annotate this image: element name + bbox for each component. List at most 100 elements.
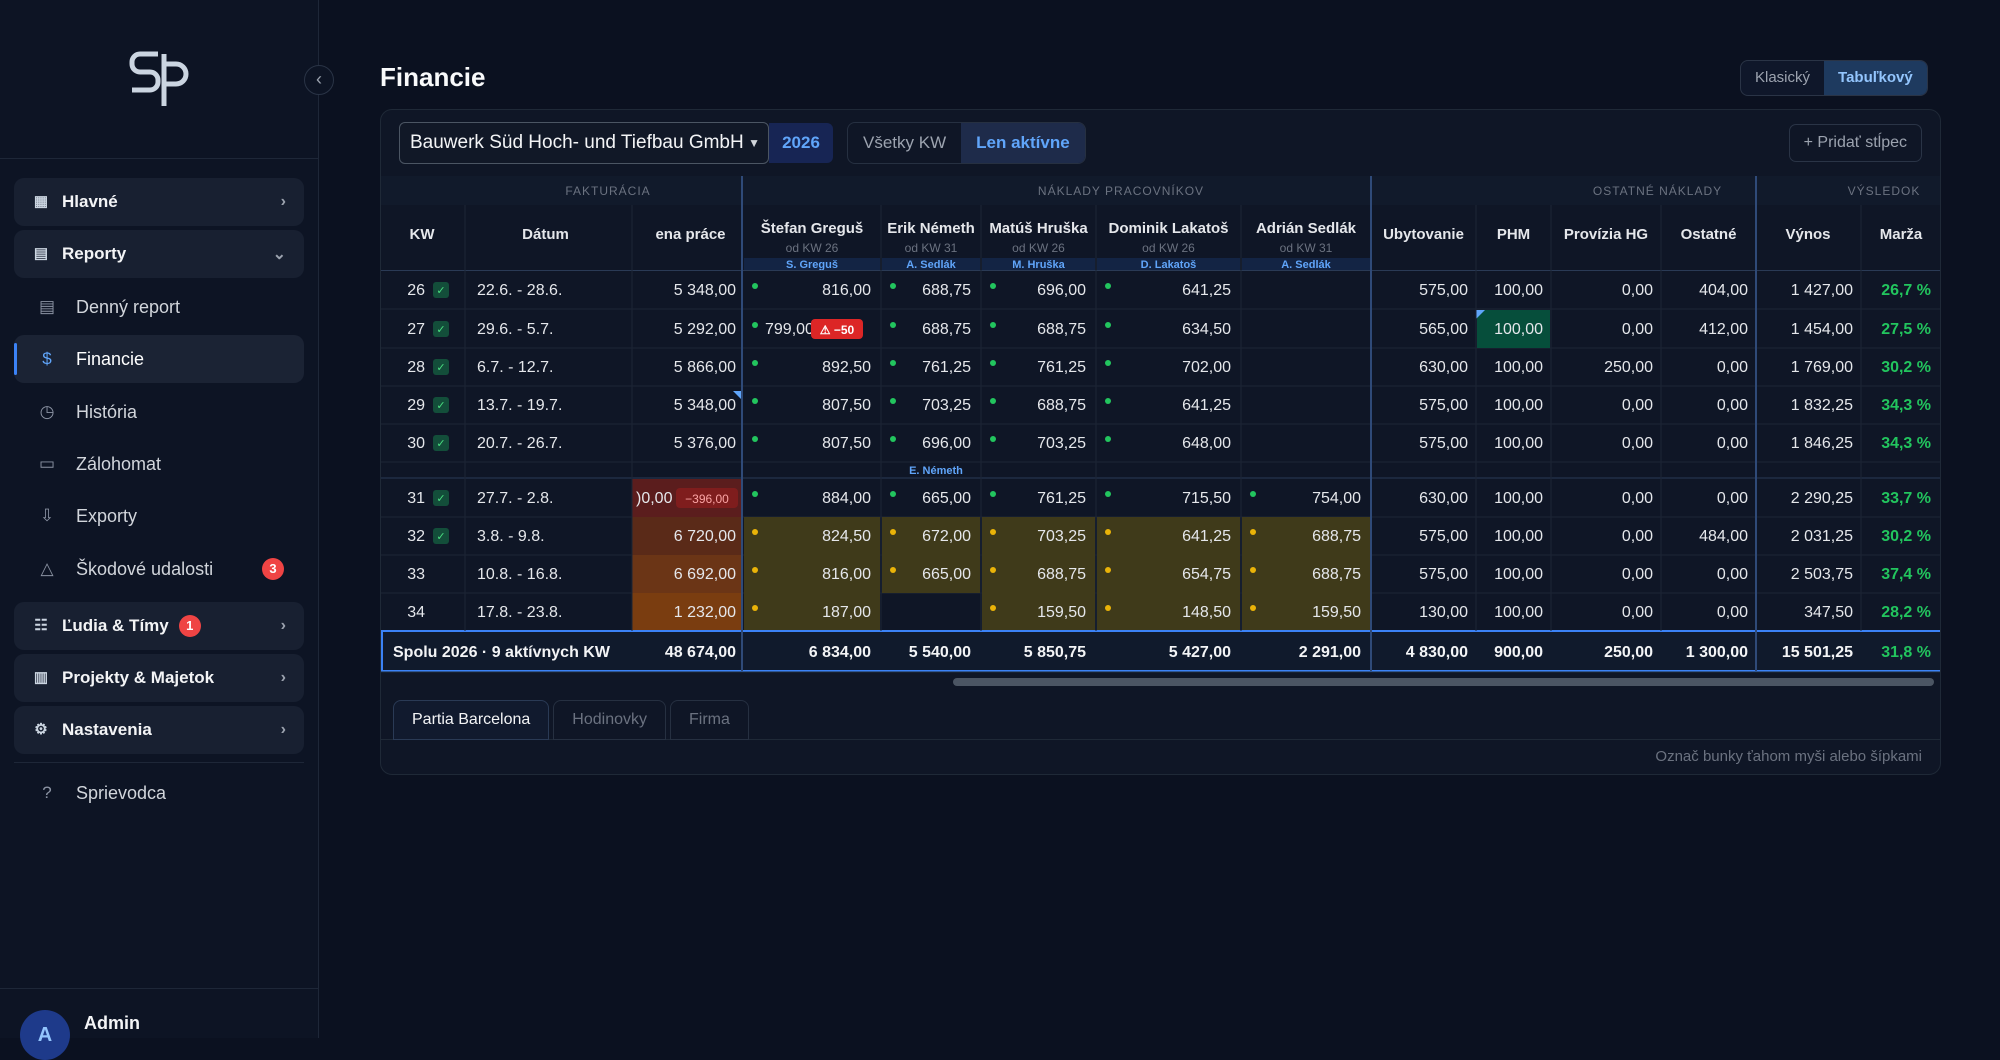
status-dot	[1105, 322, 1111, 328]
worker-value: 696,00	[922, 435, 971, 452]
group-header-row	[381, 176, 1940, 205]
worker-value: 715,50	[1182, 490, 1231, 507]
status-dot	[752, 529, 758, 535]
ost-value: 0,00	[1717, 566, 1748, 583]
help-icon: ?	[42, 783, 52, 802]
cena-value: )0,00	[636, 490, 673, 507]
worker-cell-bg	[744, 593, 880, 631]
total-worker: 6 834,00	[809, 644, 871, 661]
sidebar-item-zalohomat[interactable]: ▭ Zálohomat	[14, 440, 304, 488]
prov-value: 0,00	[1622, 321, 1653, 338]
worker-value: 892,50	[822, 359, 871, 376]
segment-divider-row	[381, 461, 1940, 478]
phm-value: 100,00	[1494, 528, 1543, 545]
marza-value: 37,4 %	[1881, 566, 1931, 583]
status-dot	[752, 283, 758, 289]
vynos-value: 2 503,75	[1791, 566, 1853, 583]
sidebar-item-exporty[interactable]: ⇩ Exporty	[14, 492, 304, 540]
sidebar-group-nastavenia[interactable]: ⚙ Nastavenia ›	[14, 706, 304, 754]
column-header: Ostatné	[1681, 226, 1737, 243]
warn-value: ⚠ −50	[820, 323, 855, 337]
worker-tag: D. Lakatoš	[1141, 259, 1197, 271]
worker-tag-bg	[1097, 258, 1240, 270]
worker-tag-bg	[1242, 258, 1370, 270]
date-range: 20.7. - 26.7.	[477, 435, 562, 452]
avatar[interactable]: A	[20, 1010, 70, 1060]
sidebar-item-financie[interactable]: $ Financie	[14, 335, 304, 383]
worker-value: 799,00	[765, 321, 814, 338]
phm-value: 100,00	[1494, 435, 1543, 452]
status-dot	[990, 605, 996, 611]
company-select[interactable]: Bauwerk Süd Hoch- und Tiefbau GmbH ▼	[399, 122, 769, 164]
delta-value: −396,00	[685, 492, 729, 506]
tab-partia-barcelona[interactable]: Partia Barcelona	[393, 700, 550, 740]
mode-classic-button[interactable]: Klasický	[1755, 69, 1811, 86]
warning-icon: △	[40, 559, 54, 578]
ubyt-value: 575,00	[1419, 528, 1468, 545]
worker-value: 641,25	[1182, 528, 1231, 545]
worker-name: Dominik Lakatoš	[1108, 220, 1228, 237]
total-ost: 1 300,00	[1686, 644, 1748, 661]
finance-grid[interactable]: FAKTURÁCIA NÁKLADY PRACOVNÍKOV OSTATNÉ NÁK…	[381, 176, 1941, 686]
worker-value: 641,25	[1182, 397, 1231, 414]
kw-all-button[interactable]: Všetky KW	[863, 133, 947, 152]
tab-firma[interactable]: Firma	[670, 700, 749, 740]
chevron-left-icon[interactable]: ‹	[304, 65, 334, 95]
sidebar-group-projekty[interactable]: ▥ Projekty & Majetok ›	[14, 654, 304, 702]
phm-value: 100,00	[1494, 604, 1543, 621]
vynos-value: 1 846,25	[1791, 435, 1853, 452]
worker-value: 761,25	[1037, 490, 1086, 507]
sidebar-item-sprievodca[interactable]: ? Sprievodca	[14, 769, 304, 817]
sidebar-item-skodove-udalosti[interactable]: △ Škodové udalosti 3	[14, 545, 304, 593]
mode-table-button[interactable]: Tabuľkový	[1824, 61, 1927, 95]
ost-value: 484,00	[1699, 528, 1748, 545]
check-badge	[433, 359, 449, 375]
status-dot	[890, 283, 896, 289]
chevron-right-icon: ›	[280, 617, 286, 634]
add-column-button[interactable]: + Pridať stĺpec	[1788, 124, 1922, 162]
worker-tag: A. Sedlák	[906, 259, 956, 271]
worker-value: 761,25	[922, 359, 971, 376]
check-badge	[433, 528, 449, 544]
check-icon: ✓	[436, 324, 445, 336]
sidebar-item-historia[interactable]: ◷ História	[14, 388, 304, 436]
segment-tag: E. Németh	[909, 465, 963, 477]
column-header: Marža	[1880, 226, 1923, 243]
worker-name: Matúš Hruška	[989, 220, 1088, 237]
column-header: Provízia HG	[1564, 226, 1648, 243]
horizontal-scrollbar[interactable]	[953, 678, 1934, 686]
worker-since: od KW 31	[1280, 241, 1333, 255]
column-group-label: FAKTURÁCIA	[565, 183, 650, 198]
date-range: 29.6. - 5.7.	[477, 321, 554, 338]
worker-value: 688,75	[1037, 397, 1086, 414]
finance-table[interactable]: FAKTURÁCIA NÁKLADY PRACOVNÍKOV OSTATNÉ NÁK…	[381, 176, 1941, 686]
worker-value: 761,25	[1037, 359, 1086, 376]
cena-value: 5 866,00	[674, 359, 736, 376]
year-select[interactable]: 2026	[769, 123, 833, 163]
kw-number: 26	[407, 282, 425, 299]
header-divider	[381, 270, 1940, 271]
check-icon: ✓	[436, 493, 445, 505]
sidebar-group-hlavne[interactable]: ▦ Hlavné ›	[14, 178, 304, 226]
sidebar-group-ludia[interactable]: ☷ Ľudia & Tímy 1 ›	[14, 602, 304, 650]
check-icon: ✓	[436, 362, 445, 374]
total-phm: 900,00	[1494, 644, 1543, 661]
status-dot	[1105, 491, 1111, 497]
kw-number: 29	[407, 397, 425, 414]
sidebar-group-reporty[interactable]: ▤ Reporty ⌄	[14, 230, 304, 278]
column-header: PHM	[1497, 226, 1530, 243]
worker-value: 688,75	[922, 321, 971, 338]
status-dot	[990, 491, 996, 497]
phm-value: 100,00	[1494, 397, 1543, 414]
marza-value: 30,2 %	[1881, 359, 1931, 376]
worker-value: 648,00	[1182, 435, 1231, 452]
worker-value: 159,50	[1037, 604, 1086, 621]
tab-hodinovky[interactable]: Hodinovky	[553, 700, 666, 740]
kw-active-button[interactable]: Len aktívne	[961, 123, 1085, 163]
worker-cell-bg	[982, 517, 1095, 555]
worker-cell-bg	[882, 517, 980, 555]
sidebar-item-denny-report[interactable]: ▤ Denný report	[14, 283, 304, 331]
marza-value: 28,2 %	[1881, 604, 1931, 621]
column-header: Výnos	[1785, 226, 1830, 243]
sidebar-item-label: Exporty	[76, 505, 138, 526]
